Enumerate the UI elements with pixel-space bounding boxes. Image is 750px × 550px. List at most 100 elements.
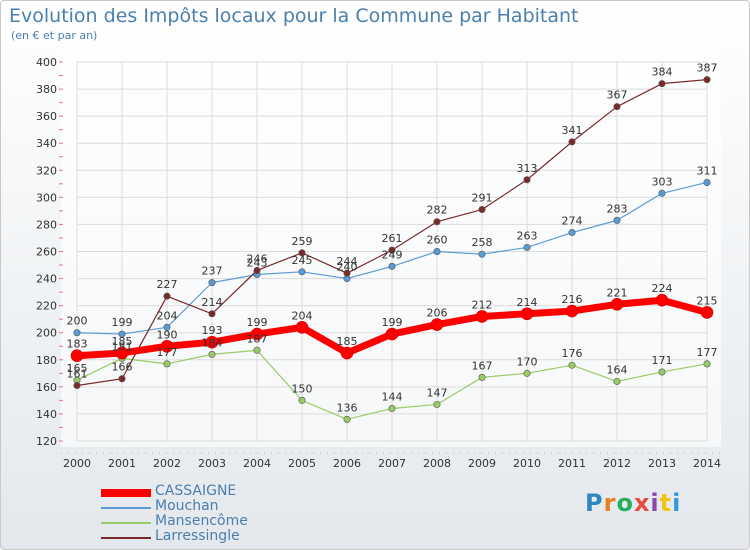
y-tick-label: 200 — [36, 327, 57, 340]
data-label: 387 — [697, 62, 718, 75]
logo-letter: i — [650, 489, 660, 517]
data-label: 200 — [67, 315, 88, 328]
data-label: 176 — [562, 347, 583, 360]
data-label: 166 — [112, 361, 133, 374]
x-axis: 2000 2001 2002 2003 2004 2005 2006 2007 2008 2009… — [61, 452, 721, 470]
data-point — [568, 229, 576, 237]
data-point — [520, 307, 534, 321]
data-label: 136 — [337, 401, 358, 414]
y-tick-label: 300 — [36, 191, 57, 204]
data-label: 185 — [112, 335, 133, 348]
data-label: 190 — [157, 328, 178, 341]
data-label: 167 — [472, 359, 493, 372]
data-point — [295, 320, 309, 334]
data-label: 227 — [157, 278, 178, 291]
y-tick-label: 380 — [36, 83, 57, 96]
data-label: 177 — [157, 346, 178, 359]
data-label: 224 — [652, 282, 673, 295]
data-label: 311 — [697, 164, 718, 177]
x-tick-label: 2014 — [693, 457, 721, 470]
data-label: 185 — [337, 335, 358, 348]
logo-letter: o — [616, 489, 634, 517]
data-point — [253, 346, 261, 354]
data-point — [163, 360, 171, 368]
data-point — [343, 269, 351, 277]
data-label: 165 — [67, 362, 88, 375]
data-label: 244 — [337, 255, 358, 268]
data-point — [613, 103, 621, 111]
data-label: 184 — [202, 336, 223, 349]
x-tick-label: 2005 — [288, 457, 316, 470]
data-label: 259 — [292, 235, 313, 248]
data-point — [568, 361, 576, 369]
y-tick-label: 240 — [36, 273, 57, 286]
x-tick-label: 2012 — [603, 457, 631, 470]
series-group — [70, 76, 714, 423]
data-label: 274 — [562, 215, 583, 228]
data-label: 181 — [112, 340, 133, 353]
data-label: 245 — [292, 254, 313, 267]
data-point — [340, 346, 354, 360]
x-tick-label: 2013 — [648, 457, 676, 470]
data-label: 258 — [472, 236, 493, 249]
data-label: 170 — [517, 355, 538, 368]
legend-swatch — [101, 522, 151, 524]
data-point — [208, 310, 216, 318]
x-tick-label: 2006 — [333, 457, 361, 470]
data-point — [388, 262, 396, 270]
data-label: 243 — [247, 257, 268, 270]
y-tick-label: 340 — [36, 137, 57, 150]
proxiti-logo: Proxiti — [585, 489, 681, 517]
data-label: 150 — [292, 382, 313, 395]
data-point — [478, 206, 486, 214]
data-point — [118, 375, 126, 383]
data-point — [700, 306, 714, 319]
data-label: 204 — [292, 309, 313, 322]
data-point — [523, 369, 531, 377]
y-axis: 120 140 160 180 200 220 240 260 280 300 320 340 360 3… — [36, 56, 63, 448]
data-point — [298, 396, 306, 404]
data-label: 187 — [247, 332, 268, 345]
data-point — [73, 329, 81, 337]
data-point — [115, 346, 129, 360]
legend-swatch — [101, 489, 151, 497]
data-label: 249 — [382, 248, 403, 261]
data-point — [475, 310, 489, 323]
data-label: 214 — [202, 296, 223, 309]
chart-subtitle: (en € et par an) — [11, 29, 98, 42]
data-point — [160, 339, 174, 353]
logo-letter: x — [633, 489, 651, 517]
data-point — [610, 297, 624, 311]
data-point — [208, 350, 216, 358]
data-label: 161 — [67, 368, 88, 381]
y-tick-label: 140 — [36, 408, 57, 421]
grid-lines — [61, 55, 721, 447]
data-point — [433, 248, 441, 256]
data-label: 313 — [517, 162, 538, 175]
data-label: 216 — [562, 293, 583, 306]
legend-label: Mouchan — [155, 498, 219, 514]
x-tick-label: 2002 — [153, 457, 181, 470]
data-point — [298, 249, 306, 257]
x-tick-label: 2000 — [63, 457, 91, 470]
data-label: 171 — [652, 354, 673, 367]
data-point — [703, 178, 711, 186]
data-point — [613, 216, 621, 224]
chart-title: Evolution des Impôts locaux pour la Comm… — [9, 5, 579, 27]
x-tick-label: 2008 — [423, 457, 451, 470]
data-label: 214 — [517, 296, 538, 309]
y-tick-label: 280 — [36, 218, 57, 231]
y-tick-label: 260 — [36, 246, 57, 259]
data-point — [658, 80, 666, 88]
data-label: 204 — [157, 309, 178, 322]
y-tick-label: 120 — [36, 435, 57, 448]
data-label: 199 — [382, 316, 403, 329]
data-point — [388, 246, 396, 254]
data-point — [430, 318, 444, 331]
data-label: 283 — [607, 202, 628, 215]
data-label: 215 — [697, 294, 718, 307]
data-label: 282 — [427, 204, 448, 217]
x-tick-label: 2009 — [468, 457, 496, 470]
